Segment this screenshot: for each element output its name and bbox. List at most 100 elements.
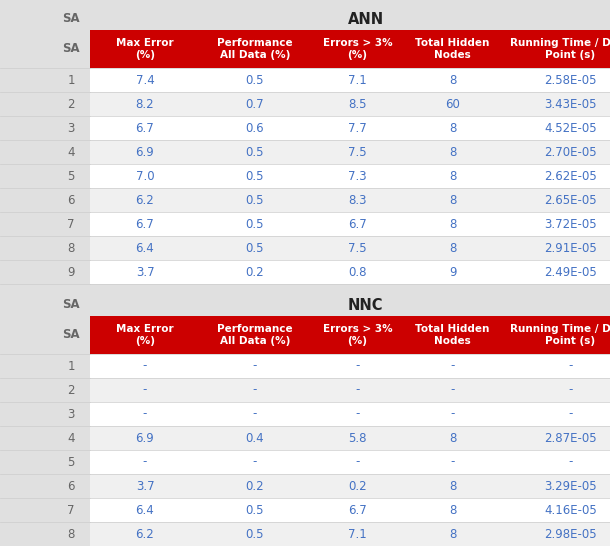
Text: -: - <box>143 359 147 372</box>
Text: 3: 3 <box>67 407 74 420</box>
Text: 3.72E-05: 3.72E-05 <box>544 217 597 230</box>
Text: 7.4: 7.4 <box>135 74 154 86</box>
Text: 2.65E-05: 2.65E-05 <box>544 193 597 206</box>
Text: 8: 8 <box>449 527 456 541</box>
Text: 6.7: 6.7 <box>348 503 367 517</box>
Text: 8: 8 <box>449 479 456 492</box>
Text: 0.2: 0.2 <box>246 265 264 278</box>
Text: 6.2: 6.2 <box>135 527 154 541</box>
Text: 8: 8 <box>449 193 456 206</box>
Text: 8: 8 <box>449 241 456 254</box>
Bar <box>90 450 610 474</box>
Text: -: - <box>253 407 257 420</box>
Text: 0.5: 0.5 <box>246 503 264 517</box>
Text: -: - <box>253 383 257 396</box>
Text: 7.3: 7.3 <box>348 169 367 182</box>
Text: 8.3: 8.3 <box>348 193 367 206</box>
Text: Max Error
(%): Max Error (%) <box>116 38 174 60</box>
Text: 6.7: 6.7 <box>348 217 367 230</box>
Text: 2.62E-05: 2.62E-05 <box>544 169 597 182</box>
Text: 7: 7 <box>67 217 75 230</box>
Text: ANN: ANN <box>348 11 384 27</box>
Text: 0.5: 0.5 <box>246 169 264 182</box>
Text: 6.7: 6.7 <box>135 122 154 134</box>
Text: 2.58E-05: 2.58E-05 <box>544 74 597 86</box>
Bar <box>0 294 90 546</box>
Text: -: - <box>355 359 360 372</box>
Text: 8: 8 <box>449 74 456 86</box>
Text: 8: 8 <box>449 503 456 517</box>
Bar <box>90 498 610 522</box>
Bar <box>90 30 610 68</box>
Bar <box>90 378 610 402</box>
Text: SA: SA <box>62 43 80 56</box>
Text: 5: 5 <box>67 169 74 182</box>
Text: 5.8: 5.8 <box>348 431 367 444</box>
Text: 2.87E-05: 2.87E-05 <box>544 431 597 444</box>
Text: 8: 8 <box>449 217 456 230</box>
Bar <box>90 116 610 140</box>
Text: 0.5: 0.5 <box>246 193 264 206</box>
Text: 1: 1 <box>67 359 75 372</box>
Bar <box>90 188 610 212</box>
Text: 0.2: 0.2 <box>348 479 367 492</box>
Text: 0.6: 0.6 <box>246 122 264 134</box>
Text: 6.4: 6.4 <box>135 241 154 254</box>
Text: -: - <box>143 383 147 396</box>
Text: 2.49E-05: 2.49E-05 <box>544 265 597 278</box>
Bar <box>90 68 610 92</box>
Bar <box>90 140 610 164</box>
Text: -: - <box>450 359 454 372</box>
Text: 0.5: 0.5 <box>246 241 264 254</box>
Bar <box>90 164 610 188</box>
Text: 4: 4 <box>67 145 75 158</box>
Text: NNC: NNC <box>348 298 383 312</box>
Text: 6.4: 6.4 <box>135 503 154 517</box>
Text: 7.7: 7.7 <box>348 122 367 134</box>
Text: Total Hidden
Nodes: Total Hidden Nodes <box>415 38 490 60</box>
Text: 0.5: 0.5 <box>246 217 264 230</box>
Text: 7.1: 7.1 <box>348 527 367 541</box>
Text: 7.0: 7.0 <box>135 169 154 182</box>
Bar <box>90 354 610 378</box>
Bar <box>90 474 610 498</box>
Text: Running Time / Data
Point (s): Running Time / Data Point (s) <box>511 38 610 60</box>
Text: 2.91E-05: 2.91E-05 <box>544 241 597 254</box>
Text: -: - <box>143 455 147 468</box>
Text: 1: 1 <box>67 74 75 86</box>
Text: 0.5: 0.5 <box>246 74 264 86</box>
Text: 0.8: 0.8 <box>348 265 367 278</box>
Bar <box>90 316 610 354</box>
Text: 9: 9 <box>449 265 456 278</box>
Text: -: - <box>569 383 573 396</box>
Bar <box>90 92 610 116</box>
Text: Performance
All Data (%): Performance All Data (%) <box>217 324 293 346</box>
Text: 7.5: 7.5 <box>348 145 367 158</box>
Text: 0.4: 0.4 <box>246 431 264 444</box>
Text: 3.7: 3.7 <box>135 479 154 492</box>
Text: 9: 9 <box>67 265 75 278</box>
Text: 2: 2 <box>67 98 75 110</box>
Text: 6.7: 6.7 <box>135 217 154 230</box>
Bar <box>90 236 610 260</box>
Text: 8: 8 <box>449 431 456 444</box>
Text: Errors > 3%
(%): Errors > 3% (%) <box>323 38 392 60</box>
Text: 6.9: 6.9 <box>135 145 154 158</box>
Text: Errors > 3%
(%): Errors > 3% (%) <box>323 324 392 346</box>
Text: 8: 8 <box>449 122 456 134</box>
Text: 0.5: 0.5 <box>246 527 264 541</box>
Text: -: - <box>355 383 360 396</box>
Text: 0.2: 0.2 <box>246 479 264 492</box>
Text: -: - <box>355 455 360 468</box>
Text: 2: 2 <box>67 383 75 396</box>
Bar <box>90 260 610 284</box>
Text: 3.7: 3.7 <box>135 265 154 278</box>
Text: -: - <box>569 407 573 420</box>
Text: 0.7: 0.7 <box>246 98 264 110</box>
Text: 8: 8 <box>67 241 74 254</box>
Text: -: - <box>569 455 573 468</box>
Text: Max Error
(%): Max Error (%) <box>116 324 174 346</box>
Text: 6.2: 6.2 <box>135 193 154 206</box>
Text: 6.9: 6.9 <box>135 431 154 444</box>
Text: -: - <box>450 383 454 396</box>
